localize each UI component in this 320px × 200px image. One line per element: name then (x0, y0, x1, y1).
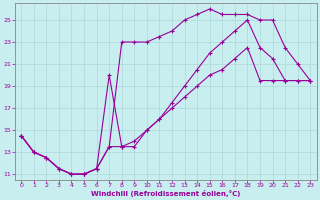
X-axis label: Windchill (Refroidissement éolien,°C): Windchill (Refroidissement éolien,°C) (91, 190, 240, 197)
